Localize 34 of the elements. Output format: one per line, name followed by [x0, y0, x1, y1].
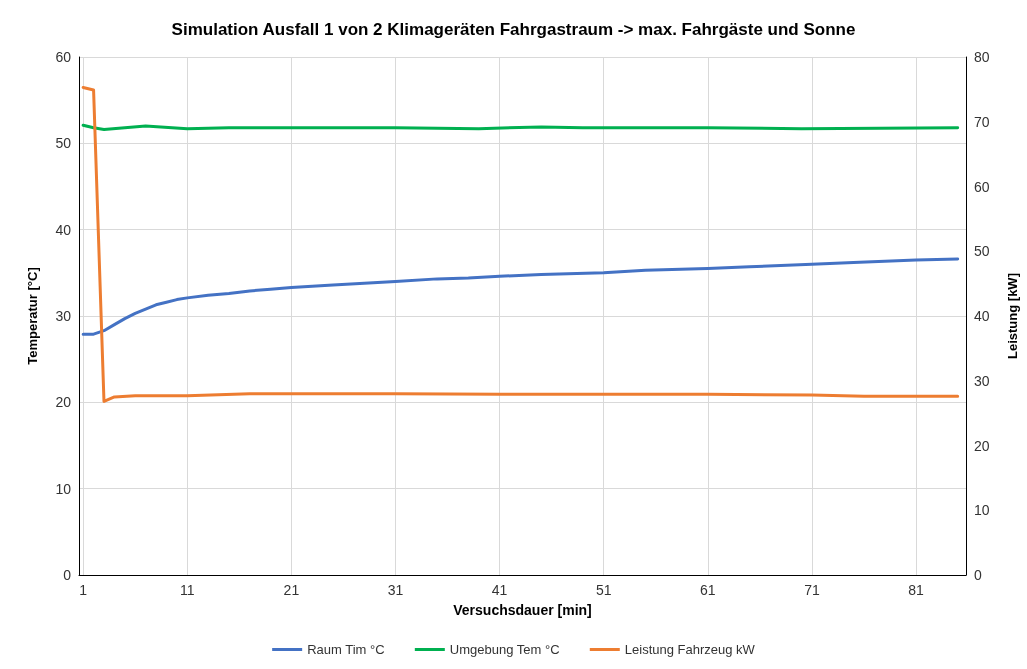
y2-axis-title: Leistung [kW]	[1005, 273, 1020, 359]
y2-tick-label: 40	[974, 308, 990, 324]
x-tick-label: 81	[908, 582, 925, 598]
legend-label: Umgebung Tem °C	[449, 642, 560, 657]
x-tick-label: 41	[491, 582, 508, 598]
x-tick-label: 71	[804, 582, 820, 598]
line-series	[81, 85, 960, 403]
y-tick-label: 20	[55, 394, 72, 411]
y2-tick-label: 50	[974, 243, 990, 260]
y-tick-label: 30	[55, 308, 72, 324]
x-tick-label: 21	[283, 582, 300, 598]
y2-tick-label: 10	[974, 502, 990, 519]
x-axis-title: Versuchsdauer [min]	[453, 602, 592, 618]
y-tick-label: 60	[55, 49, 72, 65]
y-axis-title: Temperatur [°C]	[25, 267, 40, 365]
y2-tick-label: 70	[974, 113, 990, 130]
x-tick-label: 1	[79, 582, 88, 598]
y-tick-label: 0	[63, 567, 72, 583]
chart-title: Simulation Ausfall 1 von 2 Klimageräten Fahrgastraum -> max. Fahrgäste und Sonne	[171, 20, 856, 39]
x-tick-label: 61	[700, 582, 716, 598]
y2-tick-label: 20	[974, 437, 990, 454]
x-tick-label: 51	[595, 582, 612, 598]
y2-tick-label: 80	[974, 49, 990, 65]
legend-label: Raum Tim °C	[307, 642, 385, 657]
x-tick-label: 31	[387, 582, 404, 598]
y-tick-label: 40	[55, 221, 72, 238]
y2-tick-label: 60	[974, 178, 990, 195]
y-tick-label: 50	[55, 135, 72, 152]
line-series	[81, 257, 960, 336]
y2-tick-label: 0	[974, 567, 982, 583]
legend-label: Leistung Fahrzeug kW	[624, 642, 756, 657]
y-tick-label: 10	[55, 480, 72, 497]
x-tick-label: 11	[180, 582, 195, 598]
y2-tick-label: 30	[974, 372, 990, 389]
